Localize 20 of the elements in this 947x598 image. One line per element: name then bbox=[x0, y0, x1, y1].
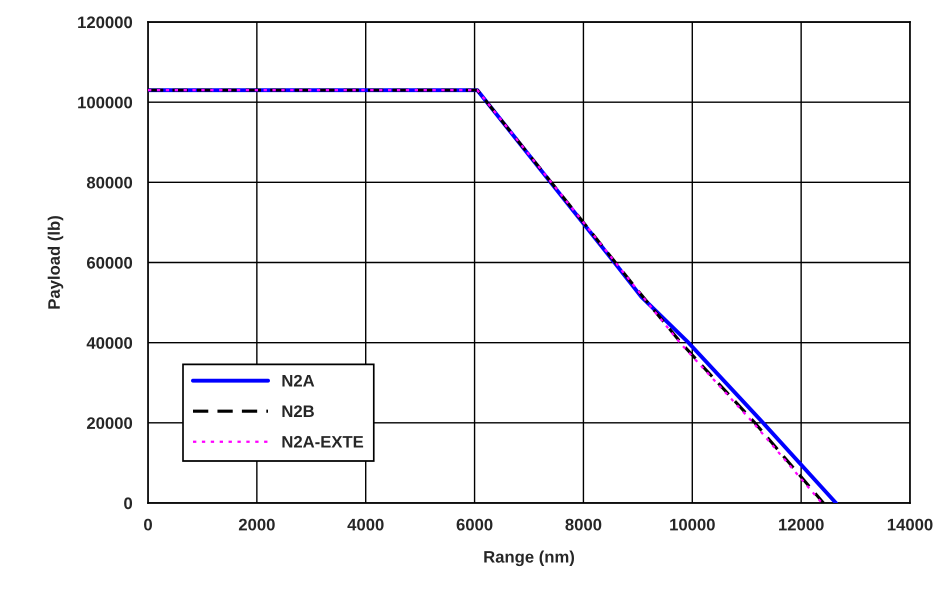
y-tick-label: 20000 bbox=[86, 417, 132, 430]
x-tick-label: 12000 bbox=[779, 518, 824, 531]
x-tick-label: 0 bbox=[144, 518, 152, 531]
x-tick-label: 4000 bbox=[347, 518, 384, 531]
legend-label: N2B bbox=[282, 405, 314, 417]
x-tick-label: 8000 bbox=[565, 518, 602, 531]
x-tick-label: 6000 bbox=[456, 518, 492, 531]
legend-label: N2A-EXTE bbox=[282, 436, 364, 448]
y-tick-label: 100000 bbox=[78, 96, 132, 108]
x-tick-label: 14000 bbox=[888, 518, 932, 531]
y-tick-label: 0 bbox=[124, 497, 132, 510]
y-axis-title: Payload (lb) bbox=[48, 216, 64, 309]
legend-label: N2A bbox=[282, 374, 314, 386]
y-tick-label: 40000 bbox=[86, 337, 132, 349]
y-tick-label: 120000 bbox=[78, 16, 132, 28]
y-tick-label: 80000 bbox=[86, 176, 132, 189]
x-axis-title: Range (nm) bbox=[484, 550, 574, 566]
x-tick-label: 2000 bbox=[238, 518, 275, 531]
y-tick-label: 60000 bbox=[86, 256, 132, 269]
x-tick-label: 10000 bbox=[670, 518, 715, 531]
